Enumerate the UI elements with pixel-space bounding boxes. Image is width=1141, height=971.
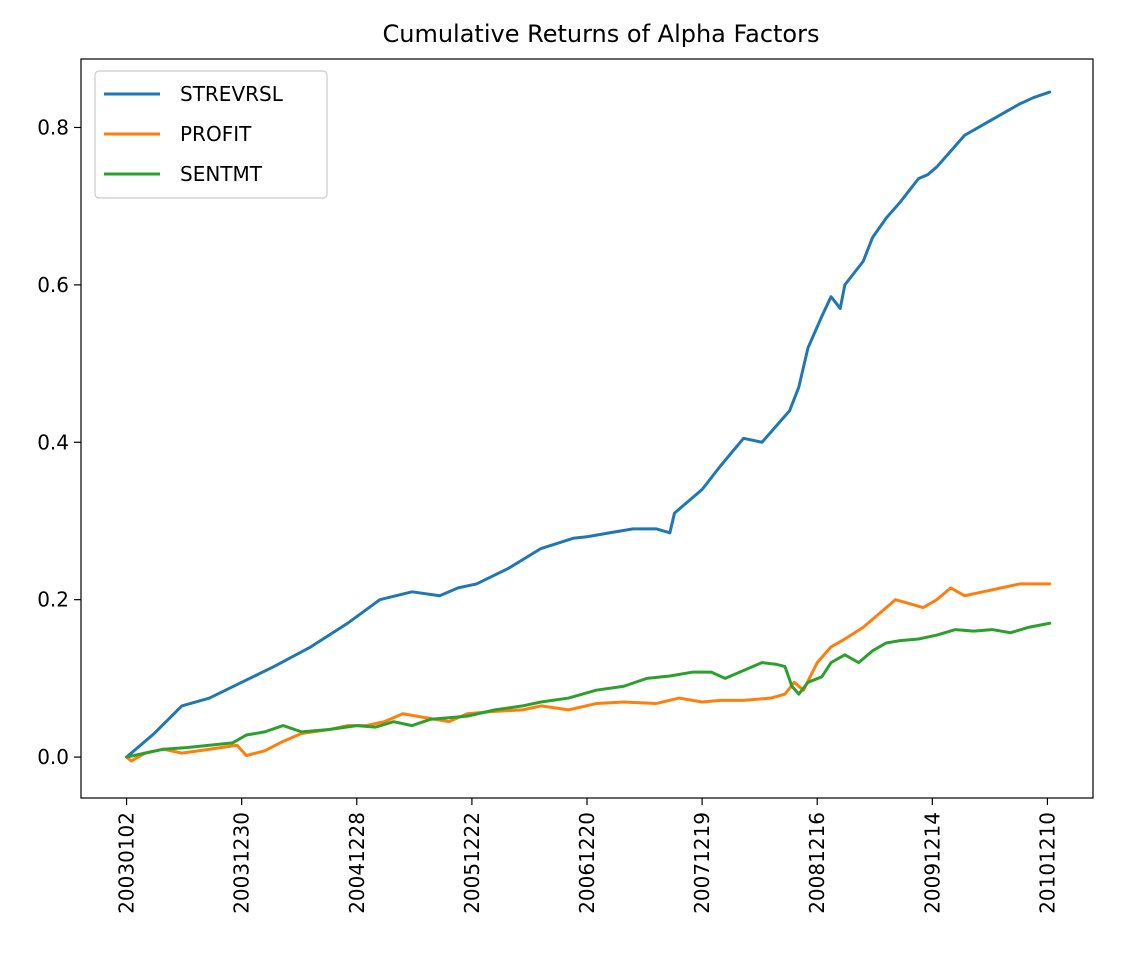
y-axis: 0.0 0.2 0.4 0.6 0.8 [37, 115, 81, 769]
x-tick-label: 20091214 [920, 812, 944, 914]
legend-label: SENTMT [180, 162, 263, 186]
x-tick-label: 20030102 [115, 812, 139, 914]
x-tick-label: 20051222 [460, 812, 484, 914]
series-line-sentmt [125, 621, 1052, 759]
y-tick-label: 0.2 [37, 588, 69, 612]
series-line-profit [125, 582, 1052, 763]
legend-box [94, 70, 328, 199]
x-tick-label: 20041228 [345, 812, 369, 914]
x-tick-label: 20071219 [690, 812, 714, 914]
x-axis: 20030102 20031230 20041228 20051222 20061220… [115, 798, 1059, 914]
x-tick-label: 20061220 [575, 812, 599, 914]
y-tick-label: 0.4 [37, 430, 69, 454]
chart-title: Cumulative Returns of Alpha Factors [383, 20, 820, 48]
y-tick-label: 0.0 [37, 745, 69, 769]
legend-label: PROFIT [180, 122, 252, 146]
series-line-strevrsl [125, 90, 1052, 759]
x-tick-label: 20101210 [1035, 812, 1059, 914]
y-tick-label: 0.8 [37, 115, 69, 139]
series-layer [125, 90, 1052, 763]
x-tick-label: 20081216 [805, 812, 829, 914]
legend: STREVRSL PROFIT SENTMT [94, 70, 328, 199]
y-tick-label: 0.6 [37, 273, 69, 297]
legend-label: STREVRSL [180, 82, 284, 106]
x-tick-label: 20031230 [230, 812, 254, 914]
